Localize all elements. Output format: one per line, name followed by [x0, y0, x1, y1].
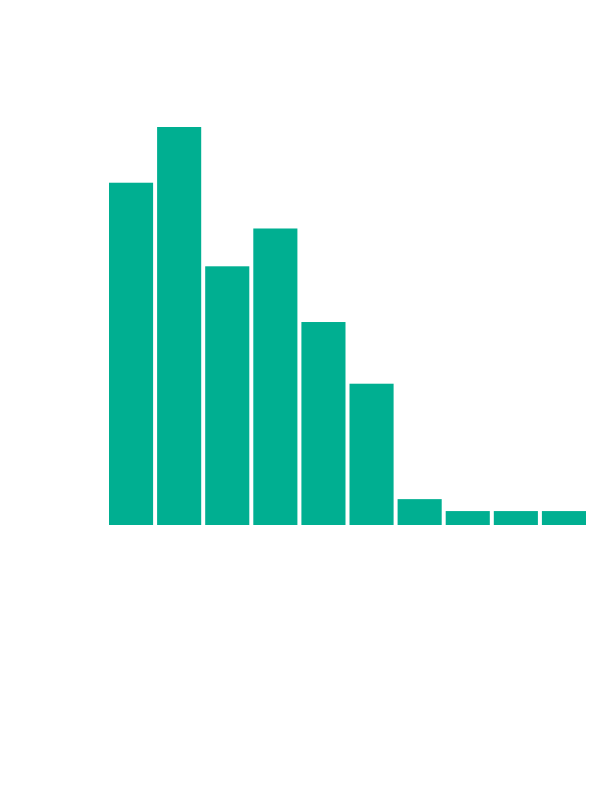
histogram-bar	[541, 511, 586, 525]
histogram-bar	[301, 322, 346, 525]
histogram-bar	[397, 499, 442, 525]
histogram-bar	[253, 228, 298, 526]
histogram-bar	[349, 383, 394, 525]
histogram-bar	[445, 511, 490, 525]
histogram-bar	[205, 266, 250, 525]
histogram-bar	[157, 127, 202, 525]
histogram-bar	[109, 182, 154, 525]
bars-group	[109, 127, 586, 526]
histogram-bar	[493, 511, 538, 525]
